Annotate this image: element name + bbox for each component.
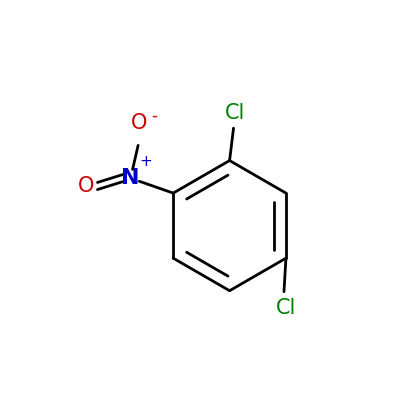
Text: O: O bbox=[78, 176, 94, 196]
Text: -: - bbox=[151, 107, 157, 125]
Text: Cl: Cl bbox=[276, 298, 296, 318]
Text: +: + bbox=[139, 154, 152, 170]
Text: Cl: Cl bbox=[225, 104, 246, 124]
Text: N: N bbox=[121, 168, 140, 188]
Text: O: O bbox=[131, 113, 148, 133]
